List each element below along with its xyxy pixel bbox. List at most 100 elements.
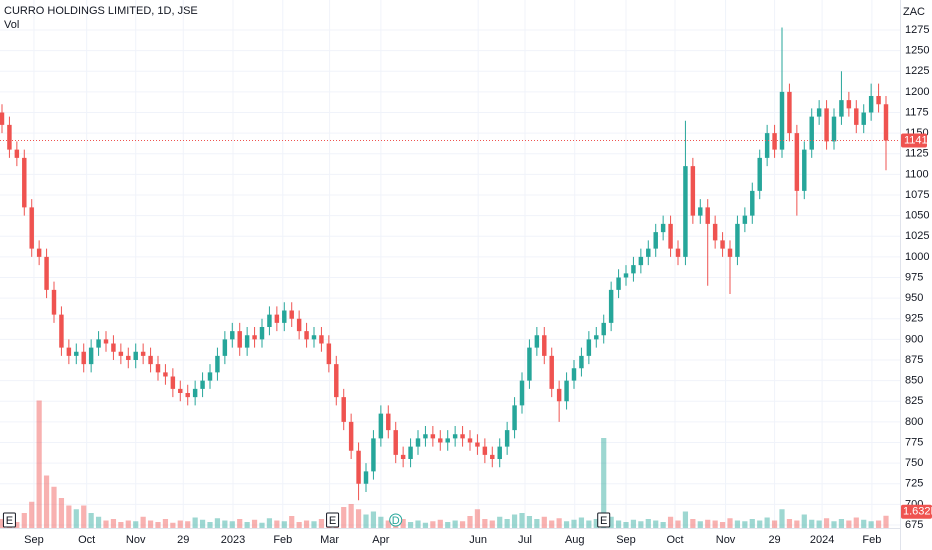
volume-bar [482,519,488,528]
candle-body [868,96,874,113]
event-marker [2,512,16,528]
volume-bar [66,505,72,528]
volume-bar [690,519,696,528]
x-tick-label: Mar [320,534,339,546]
candle-body [445,438,450,443]
candle-body [88,347,94,365]
volume-bar [489,520,495,528]
volume-bar [734,520,741,528]
candle-body [74,351,79,356]
x-tick-label: Feb [862,534,881,546]
volume-bar [385,520,391,528]
volume-bar [118,522,124,528]
candle-body [356,450,361,484]
candle-body [51,289,57,315]
last-price-label: 1141 [904,134,928,146]
volume-bar [675,520,681,528]
candle-body [319,335,324,344]
candle-body [579,355,584,369]
candle-body [259,327,265,340]
candle-body [787,91,792,134]
candle-body [504,430,510,447]
volume-bar [296,522,302,528]
volume-bar [630,519,637,528]
volume-bar [133,521,139,528]
candle-body [267,314,272,327]
volume-bar [563,521,570,528]
candle-body [764,133,770,158]
volume-bar [36,400,42,528]
candle-body [14,149,20,158]
volume-title: Vol [4,19,19,31]
volume-bar [742,521,748,528]
candle-body [638,256,644,266]
y-tick-label: 850 [905,375,923,387]
volume-bar [207,522,213,528]
volume-bar [214,518,221,528]
candle-body [601,322,606,336]
candle-body [742,215,748,224]
volume-bar [653,520,659,528]
volume-bar [370,511,377,528]
volume-bar [244,522,250,528]
y-tick-label: 875 [905,354,923,366]
candle-body [608,289,614,323]
volume-bar [192,517,198,528]
volume-bar [526,516,533,528]
volume-bar [147,520,154,528]
volume-bar [51,486,57,528]
candle-body [29,207,34,249]
x-tick-label: Sep [24,534,44,546]
event-label: E [329,515,336,527]
x-tick-label: Oct [666,534,683,546]
volume-bar [21,513,27,528]
x-tick-label: Feb [273,534,292,546]
candle-body [482,446,488,455]
volume-bar [0,519,5,528]
volume-bar [786,519,793,528]
candle-body [200,380,205,389]
volume-bar [155,522,161,528]
candle-body [512,405,517,431]
candle-body [794,133,800,191]
volume-bar [764,517,770,528]
volume-bar [705,519,711,528]
candle-body [571,368,577,381]
y-tick-label: 925 [905,313,923,325]
volume-bar [623,522,629,528]
candle-body [779,91,785,150]
volume-bar [719,522,726,528]
volume-bar [846,520,852,528]
y-tick-label: 950 [905,292,923,304]
candle-body [883,104,889,141]
volume-bar [58,498,65,528]
volume-bar [341,507,347,528]
candle-body [854,108,859,125]
volume-bar [162,519,169,528]
x-tick-label: Apr [372,534,389,546]
event-label: D [392,515,400,527]
candle-body [497,446,502,459]
candle-body [36,248,42,257]
candle-body [133,351,138,360]
y-tick-label: 725 [905,478,923,490]
candle-body [519,380,525,406]
volume-bar [437,519,443,528]
volume-bar [697,521,703,528]
volume-bar [593,519,599,528]
volume-bar [667,516,674,528]
candle-body [282,310,287,323]
volume-bar [378,516,384,528]
volume-bar [185,521,191,528]
volume-bar [534,519,540,528]
candle-body [170,376,176,389]
candle-body [735,223,740,257]
volume-bar [823,518,830,528]
candle-body [846,100,852,109]
volume-bar [571,519,577,528]
volume-bar [757,520,763,528]
volume-bar [749,519,755,528]
candle-body [423,434,428,439]
candle-body [720,240,725,249]
